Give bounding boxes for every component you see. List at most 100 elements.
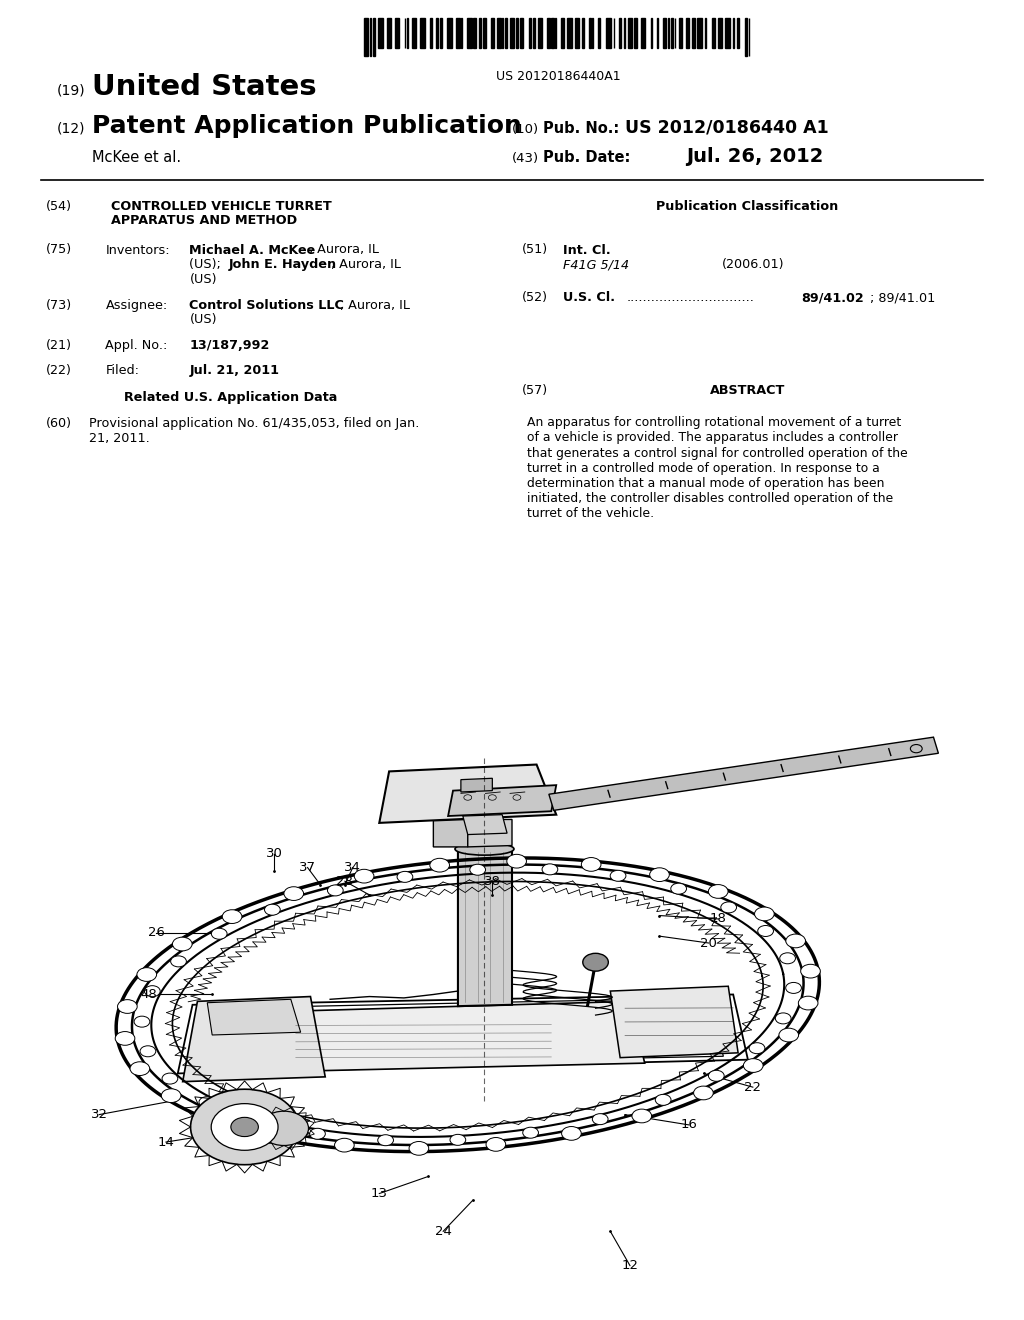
Circle shape [118,999,137,1014]
Polygon shape [549,737,938,810]
Text: 24: 24 [435,1225,452,1238]
Bar [629,18,632,48]
Bar [567,18,572,48]
Bar [671,18,673,48]
Text: John E. Hayden: John E. Hayden [228,257,337,271]
Circle shape [378,1135,393,1146]
Circle shape [583,953,608,972]
Text: 14: 14 [158,1135,174,1148]
Text: US 20120186440A1: US 20120186440A1 [496,70,621,83]
Text: Pub. Date:: Pub. Date: [543,150,630,165]
Polygon shape [449,785,556,816]
Bar [692,18,695,48]
Bar [505,18,507,48]
Bar [387,18,391,48]
Bar [413,18,416,48]
Text: ; 89/41.01: ; 89/41.01 [870,292,936,305]
Circle shape [199,1097,215,1107]
Bar [641,18,645,48]
Text: 16: 16 [681,1118,697,1131]
Circle shape [266,1129,286,1142]
Circle shape [709,1071,724,1081]
Text: , Aurora, IL: , Aurora, IL [309,243,379,256]
Text: 38: 38 [484,875,501,888]
Bar [589,18,591,48]
Circle shape [655,1094,671,1105]
Bar [618,18,622,48]
Text: Jul. 21, 2011: Jul. 21, 2011 [189,364,280,376]
Polygon shape [458,849,512,1006]
Circle shape [592,1114,608,1125]
Bar [725,18,730,48]
Text: determination that a manual mode of operation has been: determination that a manual mode of oper… [527,477,885,490]
Text: (57): (57) [522,384,549,397]
Bar [561,18,564,48]
Circle shape [328,884,343,896]
Circle shape [561,1126,582,1140]
Bar [467,18,471,48]
Circle shape [130,1061,150,1076]
Circle shape [222,909,242,924]
Circle shape [211,1104,279,1150]
Bar [736,18,739,48]
Bar [679,18,682,48]
Circle shape [190,1089,299,1164]
Circle shape [799,997,818,1010]
Bar [478,18,481,48]
Circle shape [755,907,774,921]
Text: (US);: (US); [189,257,225,271]
Bar [421,18,425,48]
Text: 28: 28 [337,875,353,888]
Bar [516,18,518,48]
Circle shape [758,925,773,936]
Text: (22): (22) [46,364,72,376]
Polygon shape [461,779,493,792]
Circle shape [775,1012,792,1024]
Text: Appl. No.:: Appl. No.: [105,339,168,352]
Text: 89/41.02: 89/41.02 [801,292,863,305]
Text: APPARATUS AND METHOD: APPARATUS AND METHOD [111,214,297,227]
Circle shape [284,887,303,900]
Text: , Aurora, IL: , Aurora, IL [340,298,410,312]
Bar [539,18,542,48]
Text: (60): (60) [46,417,72,430]
Circle shape [115,1031,135,1045]
Text: Patent Application Publication: Patent Application Publication [92,114,522,139]
Text: 26: 26 [147,927,165,940]
Text: McKee et al.: McKee et al. [92,150,181,165]
Circle shape [743,1059,763,1072]
Text: (73): (73) [46,298,73,312]
Circle shape [397,871,413,882]
Bar [378,18,383,48]
Bar [686,18,688,48]
Text: turret in a controlled mode of operation. In response to a: turret in a controlled mode of operation… [527,462,880,475]
Text: (US): (US) [189,313,217,326]
Circle shape [162,1089,181,1102]
Text: (75): (75) [46,243,73,256]
Text: that generates a control signal for controlled operation of the: that generates a control signal for cont… [527,446,908,459]
Bar [373,18,375,55]
Bar [520,18,523,48]
Bar [440,18,442,48]
Text: 34: 34 [344,861,361,874]
Text: United States: United States [92,73,316,102]
Circle shape [507,854,526,869]
Circle shape [140,1045,156,1057]
Circle shape [409,1142,429,1155]
Polygon shape [261,1002,645,1072]
Bar [498,18,501,48]
Text: Control Solutions LLC: Control Solutions LLC [189,298,344,312]
Text: An apparatus for controlling rotational movement of a turret: An apparatus for controlling rotational … [527,416,901,429]
Circle shape [172,937,193,950]
Circle shape [249,1115,265,1126]
Text: CONTROLLED VEHICLE TURRET: CONTROLLED VEHICLE TURRET [111,201,332,213]
Bar [552,18,554,48]
Circle shape [162,1073,178,1084]
Circle shape [582,858,601,871]
Text: Assignee:: Assignee: [105,298,168,312]
Bar [490,18,494,48]
Circle shape [137,968,157,981]
Circle shape [785,935,806,948]
Circle shape [354,870,374,883]
Circle shape [134,1016,150,1027]
